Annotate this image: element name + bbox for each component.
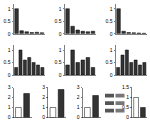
svg-text:1: 1 (110, 6, 113, 12)
svg-text:1: 1 (110, 47, 113, 53)
svg-text:2: 2 (42, 94, 45, 100)
svg-text:1.5: 1.5 (122, 84, 129, 90)
svg-text:1: 1 (42, 104, 45, 110)
svg-text:3: 3 (8, 84, 11, 90)
svg-text:0.5: 0.5 (55, 18, 62, 24)
svg-text:2: 2 (77, 94, 80, 100)
svg-text:1: 1 (59, 6, 62, 12)
svg-text:0: 0 (110, 31, 113, 37)
svg-text:0: 0 (77, 114, 80, 120)
svg-text:0.5: 0.5 (122, 104, 129, 110)
svg-text:1: 1 (8, 6, 11, 12)
svg-text:0.5: 0.5 (4, 18, 11, 24)
svg-text:0.5: 0.5 (55, 59, 62, 65)
svg-text:1: 1 (8, 47, 11, 53)
svg-text:0.5: 0.5 (106, 18, 113, 24)
svg-text:0: 0 (42, 114, 45, 120)
svg-text:0.5: 0.5 (4, 59, 11, 65)
svg-text:0: 0 (8, 114, 11, 120)
svg-text:0: 0 (59, 72, 62, 78)
svg-text:0: 0 (59, 31, 62, 37)
svg-text:1: 1 (59, 47, 62, 53)
svg-text:2: 2 (8, 94, 11, 100)
svg-text:3: 3 (77, 84, 80, 90)
svg-text:0: 0 (110, 72, 113, 78)
svg-text:1: 1 (77, 104, 80, 110)
svg-text:0: 0 (8, 72, 11, 78)
svg-text:1: 1 (8, 104, 11, 110)
svg-text:0.5: 0.5 (106, 59, 113, 65)
svg-text:3: 3 (42, 84, 45, 90)
svg-text:0: 0 (8, 31, 11, 37)
svg-text:0: 0 (126, 114, 129, 120)
svg-text:1: 1 (126, 94, 129, 100)
